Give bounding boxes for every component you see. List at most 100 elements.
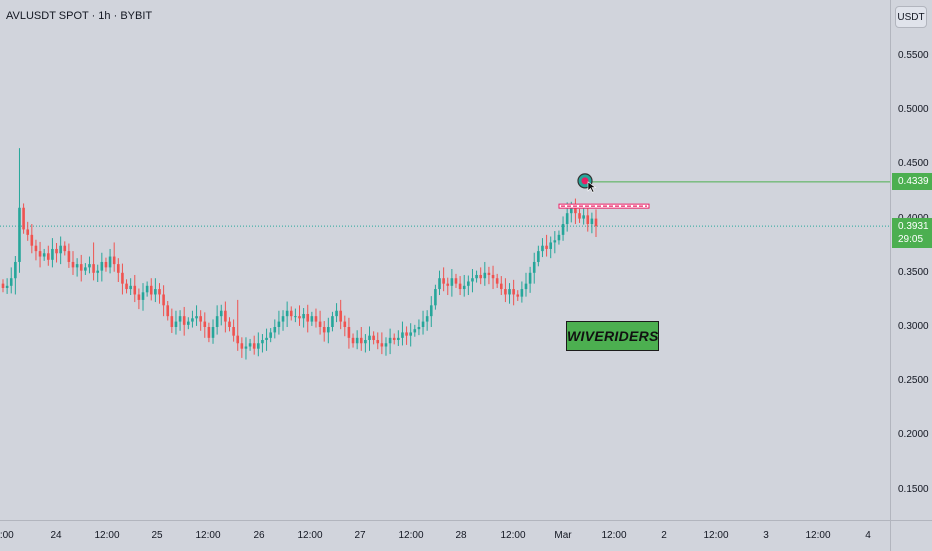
time-tick: 12:00 <box>601 530 627 541</box>
candle-body <box>359 337 363 344</box>
candle-body <box>553 240 557 243</box>
candlestick-chart[interactable] <box>0 0 890 520</box>
candle-body <box>46 253 50 260</box>
time-tick: 2 <box>661 530 667 541</box>
candle-body <box>475 274 478 279</box>
candle-body <box>327 327 330 333</box>
candle-body <box>22 207 25 230</box>
price-axis[interactable] <box>890 0 932 520</box>
candle-body <box>565 213 569 225</box>
time-tick: 12:00 <box>297 530 323 541</box>
candle-body <box>207 327 211 338</box>
candle-body <box>1 283 5 288</box>
candle-body <box>310 316 314 322</box>
candle-body <box>594 218 598 227</box>
candle-body <box>590 218 594 225</box>
candle-body <box>203 321 207 327</box>
candle-body <box>174 321 178 327</box>
candle-body <box>335 310 338 317</box>
candle-body <box>409 332 412 336</box>
candle-body <box>483 272 487 279</box>
candle-body <box>438 278 441 290</box>
candle-body <box>471 278 474 282</box>
currency-button[interactable]: USDT <box>895 6 927 28</box>
time-tick: 12:00 <box>805 530 831 541</box>
candle-body <box>289 310 293 317</box>
price-tick: 0.2000 <box>898 429 929 441</box>
candle-body <box>508 289 511 295</box>
candle-body <box>51 248 54 260</box>
candle-body <box>569 207 573 214</box>
candle-body <box>545 245 548 249</box>
candle-body <box>491 274 495 279</box>
candle-body <box>397 337 400 341</box>
price-tick: 0.1500 <box>898 483 929 495</box>
chart-area[interactable] <box>0 0 890 520</box>
candle-body <box>63 245 67 252</box>
candle-body <box>561 224 565 235</box>
candle-body <box>578 213 581 219</box>
candle-body <box>302 313 305 319</box>
candle-body <box>121 272 124 284</box>
candle-body <box>170 316 174 327</box>
candle-body <box>108 256 112 268</box>
candle-body <box>265 337 268 341</box>
candle-body <box>240 343 244 349</box>
candle-body <box>244 346 248 349</box>
candle-body <box>541 245 544 252</box>
price-tick: 0.4500 <box>898 158 929 170</box>
candle-body <box>413 329 417 333</box>
time-tick: 24 <box>50 530 62 541</box>
candle-body <box>88 264 91 268</box>
candle-body <box>75 264 79 268</box>
candle-body <box>187 321 190 325</box>
candle-body <box>524 283 528 290</box>
candle-body <box>450 278 454 286</box>
time-tick: 26 <box>253 530 265 541</box>
candle-body <box>557 234 561 241</box>
candle-body <box>162 294 165 306</box>
time-tick: 28 <box>455 530 467 541</box>
candle-body <box>42 253 46 257</box>
candle-body <box>166 305 170 317</box>
target-price-label: 0.4339 <box>892 173 932 190</box>
candle-body <box>14 261 17 279</box>
axis-corner <box>890 520 932 551</box>
candle-body <box>306 313 310 322</box>
candle-body <box>104 261 108 268</box>
candle-body <box>71 261 75 268</box>
candle-body <box>380 343 384 347</box>
candle-body <box>96 270 100 273</box>
time-tick: 12:00 <box>94 530 120 541</box>
candle-body <box>5 285 9 288</box>
candle-body <box>112 256 116 265</box>
candle-body <box>314 316 318 322</box>
candle-body <box>228 321 231 327</box>
candle-body <box>331 316 334 327</box>
watermark-logo: WIVERIDERS <box>566 321 659 351</box>
candle-body <box>446 283 450 286</box>
candle-body <box>364 340 367 344</box>
candle-body <box>458 283 462 290</box>
candle-body <box>219 310 223 317</box>
candle-body <box>158 289 161 295</box>
time-axis[interactable] <box>0 520 890 551</box>
candle-body <box>34 245 38 252</box>
candle-body <box>285 310 289 317</box>
candle-body <box>182 316 186 325</box>
candle-body <box>59 245 62 254</box>
candle-body <box>281 316 285 322</box>
candle-body <box>384 343 388 347</box>
candle-body <box>199 316 202 322</box>
target-marker-inner <box>581 177 589 185</box>
candle-body <box>442 278 445 284</box>
candle-body <box>512 289 515 295</box>
candle-body <box>269 332 272 338</box>
candle-body <box>211 327 215 338</box>
candle-body <box>38 251 42 257</box>
candle-body <box>520 289 524 297</box>
last-price-value: 0.3931 <box>898 221 929 232</box>
candle-body <box>137 294 141 300</box>
candle-body <box>224 310 227 322</box>
time-tick: 25 <box>151 530 163 541</box>
